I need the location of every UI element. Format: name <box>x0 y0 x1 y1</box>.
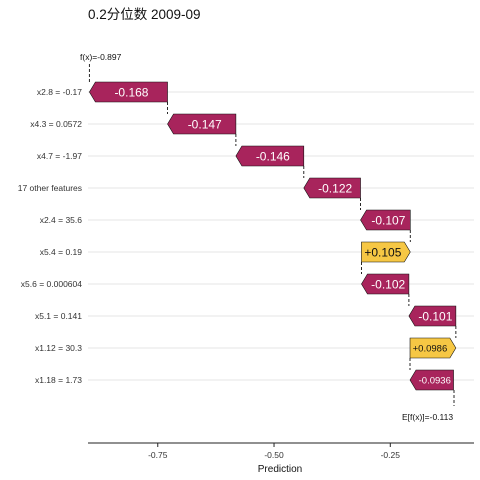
bar-negative <box>409 369 454 391</box>
feature-label: x1.18 = 1.73 <box>35 375 82 385</box>
bar-value-label: -0.146 <box>256 149 290 163</box>
bar-negative <box>408 305 457 327</box>
bar-negative <box>89 81 168 103</box>
bar-negative <box>303 177 361 199</box>
bar-positive <box>409 337 457 359</box>
feature-label: x1.12 = 30.3 <box>35 343 82 353</box>
bar-negative <box>360 209 411 231</box>
chart-title: 0.2分位数 2009-09 <box>88 7 201 22</box>
bar-positive <box>361 241 411 263</box>
x-tick-label: -0.25 <box>381 450 401 460</box>
grid-layer <box>88 91 474 381</box>
feature-label: x4.3 = 0.0572 <box>30 119 82 129</box>
bar-value-label: +0.105 <box>364 245 401 259</box>
bar-value-label: -0.0936 <box>419 375 451 386</box>
bar-layer: -0.168 -0.147 -0.146 -0.122 -0.107 +0.105 -0.1… <box>89 81 457 391</box>
x-tick-label: -0.50 <box>264 450 284 460</box>
bar-value-label: +0.0986 <box>413 343 448 354</box>
x-tick-label: -0.75 <box>148 450 168 460</box>
connector-layer <box>88 64 457 406</box>
bar-value-label: -0.101 <box>418 309 452 323</box>
feature-label: x2.4 = 35.6 <box>40 215 83 225</box>
feature-label-layer: x2.8 = -0.17 x4.3 = 0.0572 x4.7 = -1.97 17 … <box>18 87 83 385</box>
bar-negative <box>361 273 410 295</box>
feature-label: x4.7 = -1.97 <box>37 151 82 161</box>
feature-label: x2.8 = -0.17 <box>37 87 82 97</box>
bar-negative <box>167 113 237 135</box>
feature-label: x5.6 = 0.000604 <box>21 279 82 289</box>
feature-label: x5.1 = 0.141 <box>35 311 82 321</box>
bar-value-label: -0.122 <box>318 181 352 195</box>
bar-value-label: -0.147 <box>188 117 222 131</box>
bar-negative <box>235 145 305 167</box>
feature-label: x5.4 = 0.19 <box>40 247 83 257</box>
x-axis-title: Prediction <box>258 464 302 475</box>
efx-annotation: E[f(x)]=-0.113 <box>402 412 453 422</box>
feature-label: 17 other features <box>18 183 82 193</box>
bar-value-label: -0.102 <box>371 277 405 291</box>
x-axis: -0.75 -0.50 -0.25 <box>88 442 474 460</box>
bar-value-label: -0.168 <box>114 85 148 99</box>
bar-value-label: -0.107 <box>371 213 405 227</box>
fx-annotation: f(x)=-0.897 <box>80 52 122 62</box>
